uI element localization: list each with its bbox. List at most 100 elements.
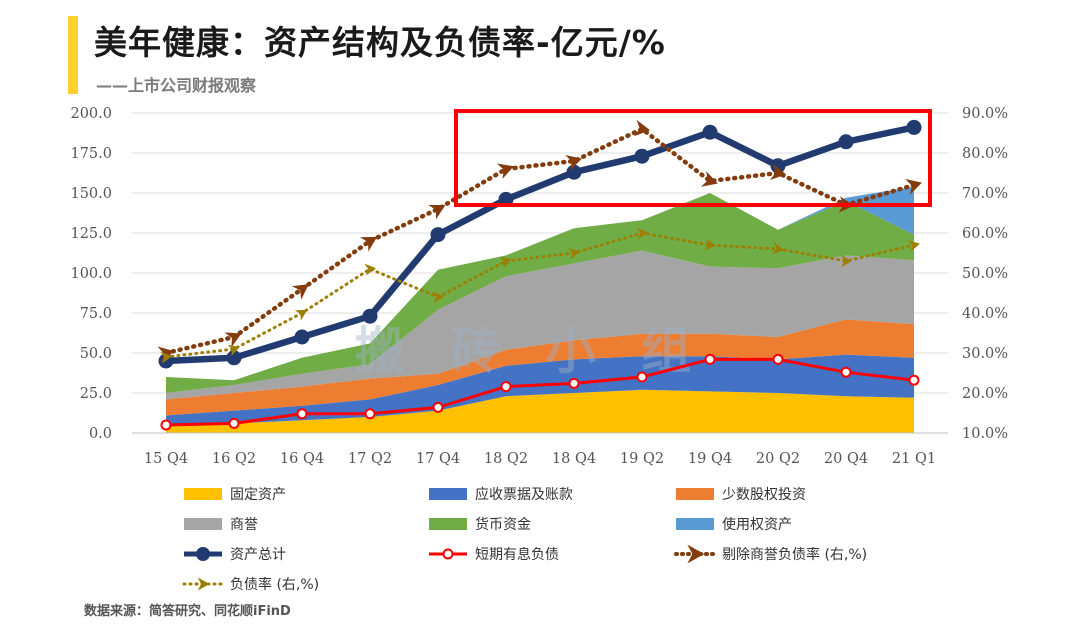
point-total_assets: [294, 329, 310, 345]
line-total_assets: [165, 124, 915, 365]
page-title: 美年健康：资产结构及负债率-亿元/%: [94, 23, 666, 62]
legend-label-total_assets: 资产总计: [230, 547, 286, 563]
x-tick-label: 17 Q4: [416, 451, 460, 467]
point-adj_debt_ratio: [905, 178, 922, 195]
legend-label-fixed_assets: 固定资产: [230, 487, 286, 503]
point-debt_ratio: [840, 255, 853, 268]
y2-tick-label: 80.0%: [962, 146, 1008, 162]
legend-marker-debt_ratio: [197, 577, 210, 591]
point-short_debt: [772, 353, 784, 365]
highlight-box: [454, 109, 932, 207]
line-debt_ratio: [164, 231, 916, 359]
title-accent-bar: [68, 16, 78, 94]
point-total_assets: [702, 124, 718, 140]
legend-swatch-cash: [429, 518, 467, 530]
y2-tick-label: 30.0%: [962, 346, 1008, 362]
area-goodwill: [166, 250, 914, 400]
legend-label-goodwill: 商誉: [230, 517, 258, 533]
y-tick-label: 200.0: [70, 106, 112, 122]
point-debt_ratio: [432, 291, 445, 304]
point-total_assets: [566, 164, 582, 180]
point-short_debt: [908, 374, 920, 386]
legend-label-debt_ratio: 负债率 (右,%): [230, 576, 319, 593]
point-adj_debt_ratio: [291, 284, 309, 300]
y2-tick-label: 60.0%: [962, 226, 1008, 242]
area-minority: [166, 319, 914, 416]
point-debt_ratio: [227, 344, 240, 357]
x-tick-label: 18 Q4: [552, 451, 596, 467]
legend-swatch-minority: [676, 488, 714, 500]
point-adj_debt_ratio: [634, 119, 651, 137]
point-total_assets: [770, 158, 786, 174]
legend-label-adj_debt_ratio: 剔除商誉负债率 (右,%): [722, 546, 867, 563]
y-tick-label: 75.0: [80, 306, 112, 322]
legend-marker-total_assets: [196, 547, 210, 561]
y2-tick-label: 90.0%: [962, 106, 1008, 122]
point-debt_ratio: [294, 309, 308, 321]
legend-swatch-goodwill: [184, 518, 222, 530]
point-short_debt: [228, 417, 240, 429]
legend-marker-short_debt: [442, 548, 454, 560]
point-short_debt: [704, 353, 716, 365]
point-short_debt: [500, 381, 512, 393]
point-total_assets: [634, 148, 650, 164]
y2-tick-label: 20.0%: [962, 386, 1008, 402]
point-debt_ratio: [907, 240, 920, 253]
legend-marker-adj_debt_ratio: [687, 544, 705, 564]
area-receivables: [166, 354, 914, 425]
point-adj_debt_ratio: [359, 236, 378, 252]
legend-label-rou: 使用权资产: [722, 516, 792, 533]
x-tick-label: 17 Q2: [348, 451, 392, 467]
x-tick-label: 18 Q2: [484, 451, 528, 467]
point-adj_debt_ratio: [769, 163, 787, 180]
x-tick-label: 15 Q4: [144, 451, 188, 467]
legend-swatch-fixed_assets: [184, 488, 222, 500]
point-short_debt: [364, 408, 376, 420]
point-debt_ratio: [704, 238, 717, 251]
point-adj_debt_ratio: [496, 163, 514, 180]
y2-tick-label: 50.0%: [962, 266, 1008, 282]
y-tick-label: 175.0: [70, 146, 112, 162]
legend-label-receivables: 应收票据及账款: [475, 486, 573, 503]
y-tick-label: 100.0: [70, 266, 112, 282]
point-short_debt: [296, 408, 308, 420]
line-short_debt: [165, 357, 915, 427]
point-short_debt: [568, 377, 580, 389]
legend-label-short_debt: 短期有息负债: [475, 546, 559, 563]
point-debt_ratio: [567, 248, 580, 260]
area-cash: [166, 193, 914, 393]
x-tick-label: 16 Q4: [280, 451, 324, 467]
page-subtitle: ——上市公司财报观察: [96, 76, 257, 95]
data-source: 数据来源：简答研究、同花顺iFinD: [84, 604, 291, 619]
point-total_assets: [362, 308, 378, 324]
y-tick-label: 25.0: [80, 386, 112, 402]
legend-label-cash: 货币资金: [475, 516, 531, 533]
x-tick-label: 16 Q2: [212, 451, 256, 467]
x-tick-label: 20 Q2: [756, 451, 800, 467]
y-tick-label: 150.0: [70, 186, 112, 202]
y2-tick-label: 40.0%: [962, 306, 1008, 322]
x-tick-label: 21 Q1: [892, 451, 936, 467]
point-total_assets: [906, 119, 922, 135]
y-tick-label: 0.0: [89, 426, 112, 442]
y2-tick-label: 70.0%: [962, 186, 1008, 202]
point-short_debt: [432, 401, 444, 413]
x-tick-label: 19 Q4: [688, 451, 732, 467]
point-debt_ratio: [364, 263, 377, 276]
x-tick-label: 20 Q4: [824, 451, 868, 467]
point-short_debt: [840, 366, 852, 378]
area-fixed_assets: [166, 389, 914, 433]
point-short_debt: [636, 371, 648, 383]
point-total_assets: [838, 134, 854, 150]
point-total_assets: [226, 350, 242, 366]
point-debt_ratio: [160, 351, 173, 364]
legend-swatch-receivables: [429, 488, 467, 500]
point-short_debt: [160, 419, 172, 431]
point-adj_debt_ratio: [428, 204, 446, 220]
y-tick-label: 125.0: [70, 226, 112, 242]
point-debt_ratio: [772, 242, 785, 255]
legend-label-minority: 少数股权投资: [722, 487, 806, 503]
legend-swatch-rou: [676, 518, 714, 530]
y2-tick-label: 10.0%: [962, 426, 1008, 442]
